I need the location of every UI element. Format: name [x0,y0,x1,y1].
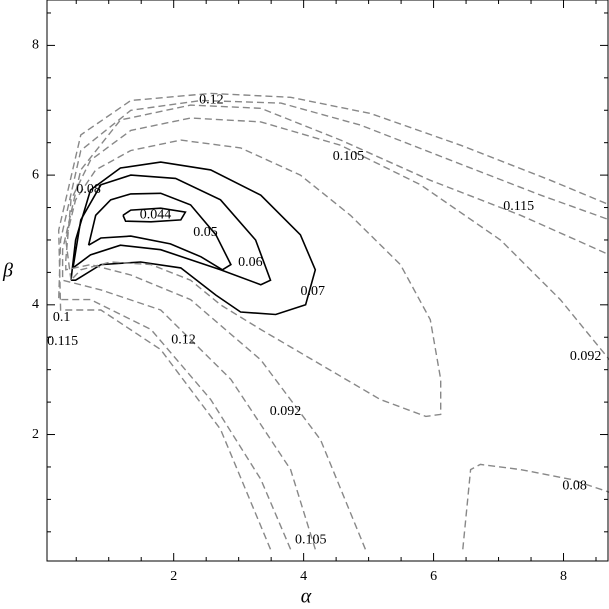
contour-line [462,463,609,550]
contour-line [65,117,609,550]
y-tick-label: 2 [32,427,39,442]
y-tick-label: 6 [32,167,39,182]
contour-line [72,174,272,286]
annotation: 0.1 [53,310,70,325]
contour-line [65,139,442,418]
y-tick-label: 8 [32,38,39,53]
contour-label: 0.105 [333,149,365,164]
contour-label: 0.115 [47,334,78,349]
contour-line [87,192,232,271]
contour-label: 0.06 [238,255,263,270]
contour-label: 0.07 [300,284,325,299]
x-tick-label: 2 [170,569,177,584]
contour-line [57,99,609,550]
contour-line [61,104,609,550]
contour-label: 0.08 [76,182,101,197]
x-axis-label: α [301,586,312,608]
y-tick-label: 4 [32,297,39,312]
contour-label: 0.092 [270,404,302,419]
contour-label: 0.05 [193,225,218,240]
contour-label: 0.08 [562,479,587,494]
plot-area [57,92,609,550]
x-tick-label: 4 [300,569,307,584]
contour-line [70,161,317,316]
contour-label: 0.092 [570,349,602,364]
plot-frame [46,0,609,562]
contour-line [122,207,187,223]
contour-label: 0.105 [295,532,327,547]
contour-label: 0.115 [503,199,534,214]
contour-label: 0.12 [199,93,224,108]
x-tick-label: 6 [430,569,437,584]
contour-label: 0.044 [140,208,172,223]
y-axis-label: β [2,260,13,282]
contour-label: 0.12 [171,333,196,348]
x-tick-label: 8 [560,569,567,584]
